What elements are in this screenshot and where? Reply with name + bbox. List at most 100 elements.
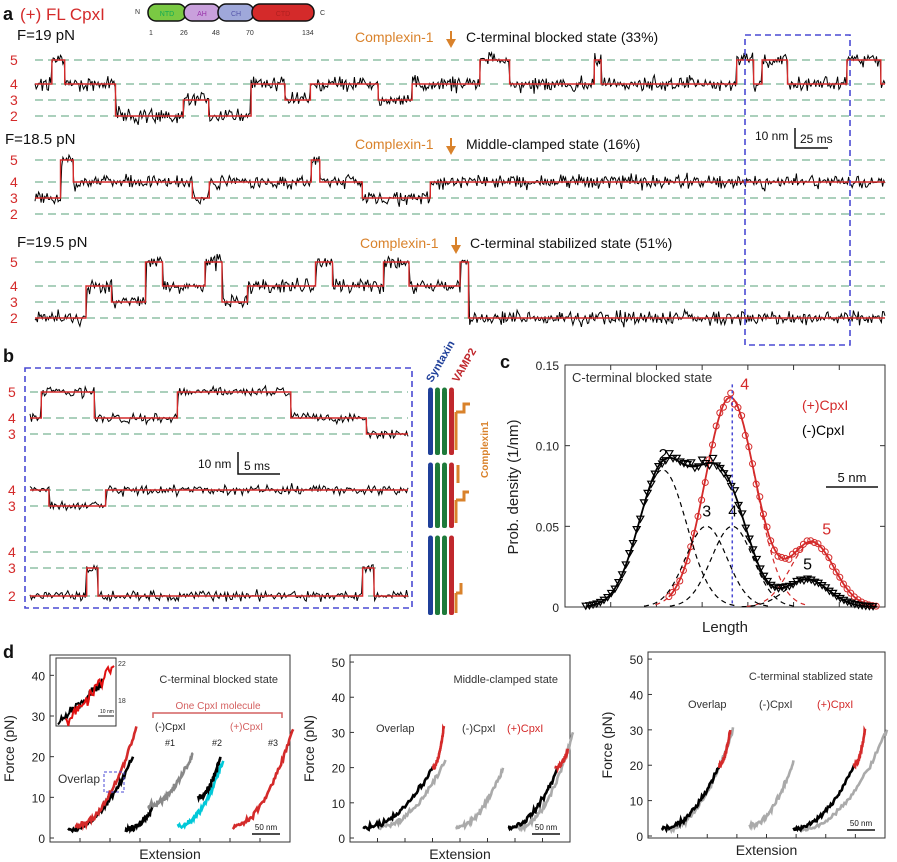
data-point xyxy=(675,458,685,467)
data-point xyxy=(709,441,717,449)
force-extension-curve xyxy=(74,726,138,832)
force-extension-curve xyxy=(507,766,559,832)
extension-trace xyxy=(34,253,886,328)
state-label-3: C-terminal stabilized state (51%) xyxy=(470,235,672,251)
y-tick-label: 0 xyxy=(338,832,345,846)
trace-number: #1 xyxy=(165,738,175,748)
helix-bar xyxy=(435,390,440,455)
data-point xyxy=(715,464,725,473)
data-point xyxy=(661,457,671,465)
data-point xyxy=(770,546,778,554)
complexin-helix xyxy=(454,402,470,450)
y-tick-label: 0 xyxy=(636,830,643,844)
state-label-1: C-terminal blocked state (33%) xyxy=(466,29,658,45)
level-label: 2 xyxy=(10,206,18,222)
y-tick-label: 0.05 xyxy=(536,520,560,534)
data-point xyxy=(650,470,660,479)
data-point xyxy=(752,555,762,564)
data-point xyxy=(796,546,804,554)
data-point xyxy=(752,480,760,488)
data-point xyxy=(676,577,684,585)
data-point xyxy=(595,598,605,607)
residue-label: 134 xyxy=(302,30,314,37)
data-point xyxy=(748,546,758,555)
force-extension-curve xyxy=(852,725,867,770)
helix-bar xyxy=(435,538,440,615)
data-point xyxy=(592,600,602,609)
helix-bar xyxy=(428,465,433,528)
state-label: 4 xyxy=(740,376,749,393)
data-point xyxy=(730,487,740,495)
data-point xyxy=(701,478,709,486)
level-label: 4 xyxy=(8,410,16,426)
scale-bar-a: 10 nm 25 ms xyxy=(755,128,833,149)
domain-ah-label: AH xyxy=(197,11,207,18)
plot-frame xyxy=(564,364,886,608)
scale-y-label: 10 nm xyxy=(755,129,788,143)
residue-label: 48 xyxy=(212,30,220,37)
domain-map: N NTD AH CH CTD C 1 26 48 70 134 xyxy=(135,3,325,37)
level-label: 5 xyxy=(10,152,18,168)
overlap-label: Overlap xyxy=(688,699,727,711)
force-extension-plot: 0 10 20 30 40 Extension Force (pN) C-terminal b… xyxy=(1,654,295,862)
data-point xyxy=(653,462,664,471)
force-extension-curve xyxy=(431,723,446,770)
state-label: 5 xyxy=(822,521,831,538)
residue-label: 70 xyxy=(246,30,254,37)
data-point xyxy=(835,594,845,603)
data-point xyxy=(832,568,840,576)
data-point xyxy=(712,422,720,430)
data-point xyxy=(723,395,731,403)
data-point xyxy=(657,460,667,469)
data-point xyxy=(784,582,794,591)
domain-ctd xyxy=(251,3,315,22)
data-point xyxy=(843,585,851,593)
x-axis-label: Extension xyxy=(429,846,490,862)
data-point xyxy=(719,403,727,411)
level-label: 4 xyxy=(10,76,18,92)
minus-cpxi-label: (-)CpxI xyxy=(759,699,793,711)
data-point xyxy=(672,454,682,463)
data-point xyxy=(744,535,754,544)
data-point xyxy=(745,443,753,451)
data-point xyxy=(599,596,609,605)
force-extension-curve xyxy=(176,760,225,830)
force-extension-plot: 0 10 20 30 40 50 Extension Force (pN) Middle-cla… xyxy=(301,654,575,862)
data-point xyxy=(737,510,747,519)
data-point xyxy=(781,554,789,562)
helix-bar xyxy=(428,390,433,455)
helix-cap xyxy=(435,535,440,541)
level-label: 5 xyxy=(10,52,18,68)
force-label-1: F=19 pN xyxy=(17,27,75,44)
data-point xyxy=(825,554,833,562)
plus-cpxi-label: (+)CpxI xyxy=(507,723,543,735)
scale-bar-label: 5 nm xyxy=(838,470,867,485)
data-point xyxy=(603,593,613,602)
data-point xyxy=(723,474,733,483)
y-tick-label: 0 xyxy=(552,601,559,615)
data-point xyxy=(766,581,776,590)
data-point xyxy=(669,588,677,596)
minus-cpxi-label: (-)CpxI xyxy=(155,722,186,733)
data-point xyxy=(635,515,645,524)
data-point xyxy=(839,596,849,605)
extension-trace xyxy=(29,384,409,440)
bracket xyxy=(152,712,283,718)
scale-bar-label: 50 nm xyxy=(255,823,278,832)
data-point xyxy=(694,512,702,520)
helix-bar xyxy=(428,538,433,615)
trace-row: 5 43 xyxy=(8,384,409,442)
data-point xyxy=(624,550,634,558)
data-point xyxy=(727,389,735,397)
complexin-helix xyxy=(454,465,469,523)
helix-cap xyxy=(442,387,447,393)
force-extension-curve xyxy=(231,728,295,830)
y-tick-label: 50 xyxy=(332,656,346,670)
y-tick-label: 20 xyxy=(630,759,644,773)
component-fit-curve xyxy=(643,525,769,607)
scale-bar-label: 50 nm xyxy=(850,819,873,828)
data-point xyxy=(756,493,764,501)
bracket-label: One CpxI molecule xyxy=(175,701,260,712)
domain-ch-label: CH xyxy=(231,11,241,18)
data-point xyxy=(646,480,656,489)
